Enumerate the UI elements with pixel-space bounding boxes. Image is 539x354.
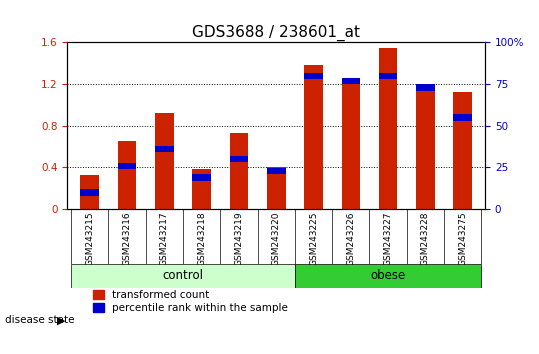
Bar [80, 189, 99, 195]
Text: disease state: disease state [5, 315, 75, 325]
Bar [379, 73, 397, 79]
Text: GSM243226: GSM243226 [347, 212, 355, 266]
Bar [192, 174, 211, 181]
Bar [267, 167, 286, 209]
Legend: transformed count, percentile rank within the sample: transformed count, percentile rank withi… [93, 290, 288, 313]
Text: GSM243225: GSM243225 [309, 212, 318, 266]
Bar [453, 114, 472, 121]
Text: control: control [162, 269, 204, 282]
Title: GDS3688 / 238601_at: GDS3688 / 238601_at [192, 25, 360, 41]
Bar [80, 175, 99, 209]
Bar [230, 133, 248, 209]
Bar [304, 73, 323, 79]
Text: GSM243218: GSM243218 [197, 212, 206, 267]
Text: ▶: ▶ [57, 316, 65, 326]
Text: GSM243216: GSM243216 [122, 212, 132, 267]
Bar [453, 92, 472, 209]
Bar [304, 65, 323, 209]
Bar [342, 82, 360, 209]
Bar [267, 168, 286, 174]
Bar [230, 156, 248, 162]
Bar [155, 113, 174, 209]
Bar [192, 170, 211, 209]
Text: obese: obese [370, 269, 406, 282]
Text: GSM243227: GSM243227 [384, 212, 392, 266]
Text: GSM243220: GSM243220 [272, 212, 281, 266]
Text: GSM243215: GSM243215 [85, 212, 94, 267]
Bar [342, 78, 360, 84]
Bar [118, 141, 136, 209]
Text: GSM243228: GSM243228 [421, 212, 430, 266]
FancyBboxPatch shape [295, 264, 481, 288]
Text: GSM243217: GSM243217 [160, 212, 169, 267]
Text: GSM243275: GSM243275 [458, 212, 467, 267]
FancyBboxPatch shape [71, 264, 295, 288]
Bar [416, 86, 435, 209]
Text: GSM243219: GSM243219 [234, 212, 244, 267]
Bar [379, 48, 397, 209]
Bar [416, 84, 435, 91]
Bar [155, 146, 174, 152]
Bar [118, 162, 136, 169]
